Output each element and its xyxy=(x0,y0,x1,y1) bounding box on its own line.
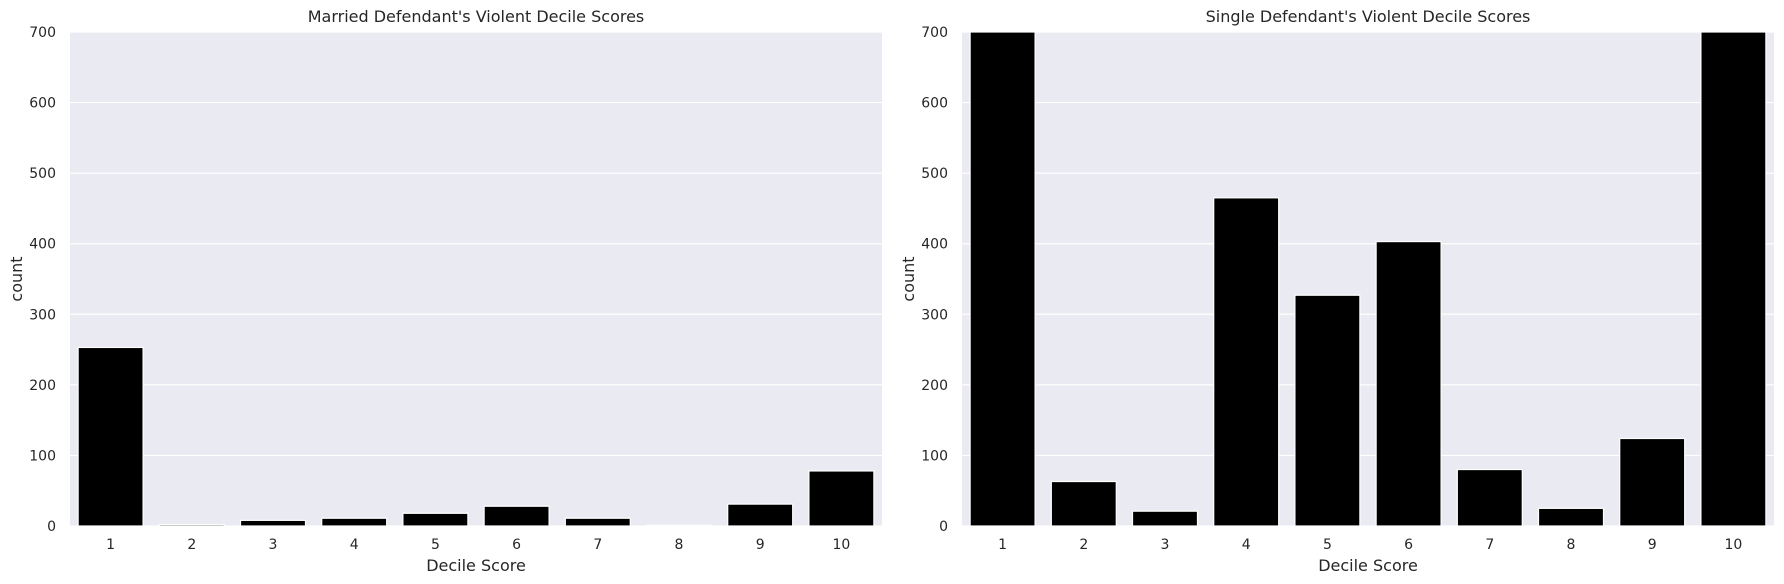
single-y-tick-label: 500 xyxy=(921,166,948,182)
married-bar-2 xyxy=(158,523,225,527)
single-bar-8 xyxy=(1537,507,1605,527)
single-bar-7 xyxy=(1456,468,1523,527)
single-x-tick-label: 5 xyxy=(1323,537,1332,553)
married-y-tick-label: 600 xyxy=(29,96,56,112)
married-x-tick-label: 7 xyxy=(593,537,602,553)
single-y-tick-label: 300 xyxy=(921,307,948,323)
single-bar-1 xyxy=(969,31,1036,527)
single-x-tick-label: 3 xyxy=(1161,537,1170,553)
married-y-axis-label: count xyxy=(7,256,26,301)
single-bar-3 xyxy=(1131,510,1199,527)
married-x-tick-label: 8 xyxy=(675,537,684,553)
single-bar-4 xyxy=(1213,197,1280,527)
married-plot-area xyxy=(70,32,882,526)
married-bar-1 xyxy=(77,346,144,527)
single-x-tick-label: 9 xyxy=(1648,537,1657,553)
single-y-tick-label: 400 xyxy=(921,237,948,253)
single-x-tick-label: 6 xyxy=(1404,537,1413,553)
married-x-tick-label: 6 xyxy=(512,537,521,553)
married-bar-6 xyxy=(483,505,550,527)
single-bar-10 xyxy=(1700,31,1767,527)
married-bar-5 xyxy=(402,512,469,527)
married-bar-7 xyxy=(564,517,631,527)
married-y-tick-label: 300 xyxy=(29,307,56,323)
married-x-tick-label: 4 xyxy=(350,537,359,553)
single-y-tick-label: 200 xyxy=(921,378,948,394)
single-bar-6 xyxy=(1375,240,1442,527)
single-bar-9 xyxy=(1619,437,1686,527)
single-y-tick-label: 0 xyxy=(939,519,948,535)
married-y-tick-label: 0 xyxy=(47,519,56,535)
married-x-tick-label: 3 xyxy=(269,537,278,553)
married-y-tick-label: 200 xyxy=(29,378,56,394)
single-x-axis-label: Decile Score xyxy=(1318,556,1418,575)
married-bar-8 xyxy=(645,524,713,527)
married-x-axis-label: Decile Score xyxy=(426,556,526,575)
single-bar-2 xyxy=(1050,480,1117,527)
married-bar-9 xyxy=(727,503,794,527)
single-x-tick-label: 10 xyxy=(1724,537,1742,553)
single-chart-title: Single Defendant's Violent Decile Scores xyxy=(1206,7,1531,26)
married-decile-chart: 0 100 200 300 400 500 600 700 1 2 3 4 5 6 7 8 9 10 Married… xyxy=(7,7,882,575)
married-chart-title: Married Defendant's Violent Decile Score… xyxy=(308,7,645,26)
single-x-tick-label: 2 xyxy=(1079,537,1088,553)
married-x-tick-label: 5 xyxy=(431,537,440,553)
single-x-tick-label: 8 xyxy=(1567,537,1576,553)
single-y-axis-label: count xyxy=(899,256,918,301)
married-y-tick-label: 400 xyxy=(29,237,56,253)
single-x-tick-label: 7 xyxy=(1485,537,1494,553)
single-decile-chart: 0 100 200 300 400 500 600 700 1 2 3 4 5 6 7 8 9 10 Single … xyxy=(899,7,1774,575)
single-y-tick-label: 700 xyxy=(921,25,948,41)
married-y-tick-label: 500 xyxy=(29,166,56,182)
married-x-tick-label: 1 xyxy=(106,537,115,553)
single-x-tick-label: 4 xyxy=(1242,537,1251,553)
married-x-tick-label: 2 xyxy=(187,537,196,553)
single-x-tick-label: 1 xyxy=(998,537,1007,553)
married-x-tick-label: 9 xyxy=(756,537,765,553)
married-bar-4 xyxy=(321,517,388,527)
single-y-tick-label: 600 xyxy=(921,96,948,112)
married-x-tick-label: 10 xyxy=(832,537,850,553)
married-bar-3 xyxy=(239,519,307,527)
single-bar-5 xyxy=(1294,294,1361,527)
married-bar-10 xyxy=(808,470,875,527)
single-y-tick-label: 100 xyxy=(921,448,948,464)
married-y-tick-label: 700 xyxy=(29,25,56,41)
married-y-tick-label: 100 xyxy=(29,448,56,464)
